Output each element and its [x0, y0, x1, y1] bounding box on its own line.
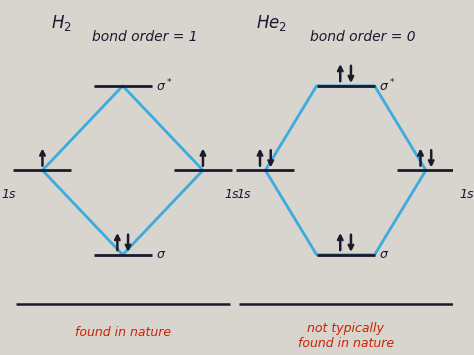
Text: found in nature: found in nature [74, 326, 171, 339]
Text: 1s: 1s [2, 189, 16, 201]
Text: bond order = 1: bond order = 1 [91, 29, 197, 44]
Text: $He_2$: $He_2$ [256, 12, 287, 33]
Text: 1s: 1s [459, 189, 474, 201]
Text: not typically
found in nature: not typically found in nature [298, 322, 394, 350]
Text: 1s: 1s [225, 189, 239, 201]
Text: bond order = 0: bond order = 0 [310, 29, 416, 44]
Text: $H_2$: $H_2$ [51, 12, 72, 33]
Text: $\sigma^*$: $\sigma^*$ [379, 77, 395, 94]
Text: $\sigma$: $\sigma$ [156, 248, 166, 261]
Text: $\sigma^*$: $\sigma^*$ [156, 77, 173, 94]
Text: 1s: 1s [237, 189, 251, 201]
Text: $\sigma$: $\sigma$ [379, 248, 389, 261]
